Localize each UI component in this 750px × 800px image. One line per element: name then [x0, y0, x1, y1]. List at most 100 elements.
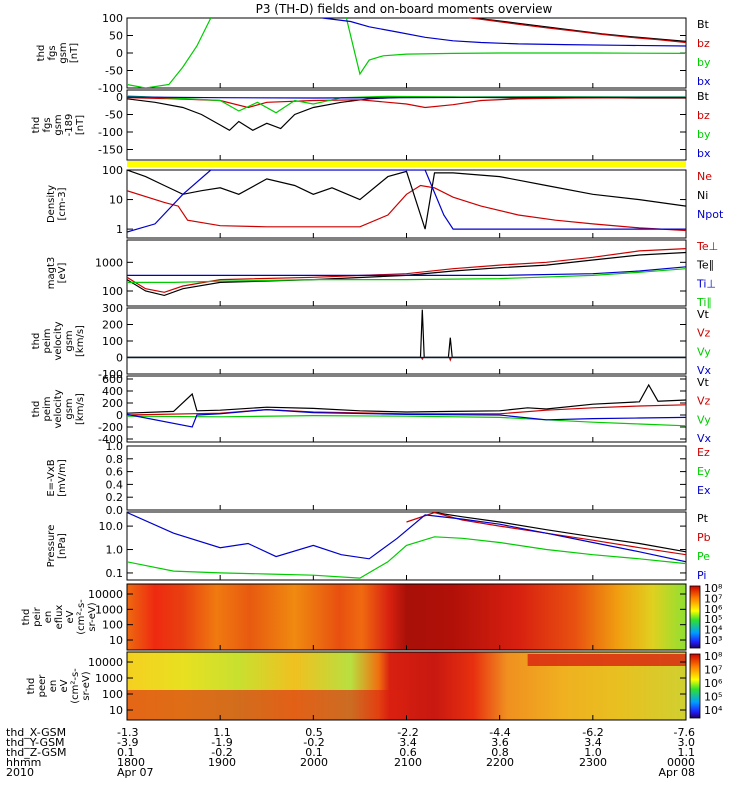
y-tick-label: 0.1	[106, 567, 124, 580]
y-axis-label: gsm	[64, 330, 75, 351]
series-line-Ni	[127, 170, 686, 230]
y-axis-label: (cm²-s-	[70, 668, 81, 704]
x-axis-value: -3.9	[117, 736, 138, 749]
series-line-bz	[127, 97, 686, 109]
y-tick-label: -150	[98, 144, 123, 157]
spectrogram-band	[527, 654, 686, 666]
y-tick-label: 100	[102, 688, 123, 701]
series-line-Vt	[127, 309, 686, 358]
y-axis-label: [mV/m]	[57, 459, 68, 497]
x-axis-value: Apr 08	[658, 766, 695, 779]
legend-entry: bx	[697, 147, 711, 160]
series-group	[127, 248, 686, 297]
y-tick-label: 1.0	[106, 544, 124, 557]
x-axis-value: 1800	[117, 756, 145, 769]
y-tick-label: 10000	[88, 656, 123, 669]
y-tick-label: 0.4	[106, 478, 124, 491]
legend-entry: Ez	[697, 446, 710, 459]
colorbar-tick-label: 10⁷	[704, 592, 722, 605]
colorbar-tick-label: 10⁵	[704, 691, 722, 704]
legend-entry: Ti⊥	[696, 277, 716, 290]
series-line-bx	[321, 18, 686, 47]
y-tick-label: -200	[98, 421, 123, 434]
y-tick-label: 100	[102, 164, 123, 177]
x-axis-value: Apr 07	[117, 766, 154, 779]
y-tick-label: 100	[102, 335, 123, 348]
panel-frame	[126, 169, 687, 239]
series-line-Te⊥	[127, 248, 686, 293]
y-tick-label: -100	[98, 82, 123, 95]
series-line-Npot	[127, 170, 686, 233]
y-tick-label: -50	[105, 65, 123, 78]
x-axis-value: 0.8	[491, 746, 509, 759]
y-tick-label: -50	[105, 109, 123, 122]
legend-entry: Pb	[697, 531, 711, 544]
x-axis-row-label: hhmm	[6, 756, 41, 769]
y-tick-label: 400	[102, 385, 123, 398]
y-axis-label: thd	[31, 333, 42, 350]
y-axis-label: velocity	[53, 389, 64, 428]
y-axis-label: gsm	[58, 42, 69, 63]
y-axis-label: E=-VxB	[46, 459, 57, 496]
y-axis-label: eflux	[54, 605, 65, 630]
x-axis-value: 0000	[667, 756, 695, 769]
colorbar	[689, 585, 701, 649]
y-axis-label: [nPa]	[57, 533, 68, 559]
chart-title: P3 (TH-D) fields and on-board moments ov…	[256, 2, 553, 16]
panel-frame	[126, 307, 687, 375]
colorbar-tick-label: 10⁷	[704, 664, 722, 677]
x-axis-value: 3.6	[491, 736, 509, 749]
series-line-Ne	[127, 184, 686, 232]
legend-entry: Vz	[697, 395, 711, 408]
y-tick-label: 200	[102, 319, 123, 332]
legend-entry: Ni	[697, 189, 708, 202]
y-tick-label: 1000	[95, 256, 123, 269]
y-tick-label: 0	[116, 47, 123, 60]
x-axis-value: 2100	[394, 756, 422, 769]
x-axis-value: 2300	[579, 756, 607, 769]
legend-entry: Vt	[697, 308, 710, 321]
y-axis-label: [km/s]	[75, 393, 86, 425]
series-line-Vx	[127, 408, 686, 428]
x-axis-value: -0.2	[303, 736, 324, 749]
legend-entry: Vz	[697, 327, 711, 340]
y-axis-label: eV	[65, 610, 76, 623]
series-group	[127, 95, 686, 132]
y-axis-label: thd	[21, 609, 32, 626]
series-line-Vy	[127, 414, 686, 427]
series-line-Pb	[406, 512, 686, 556]
y-axis-label: Pressure	[46, 525, 57, 568]
x-axis-value: -6.2	[582, 726, 603, 739]
y-axis-label: peer	[37, 674, 48, 698]
y-tick-label: 1000	[95, 672, 123, 685]
y-axis-label: sr-eV)	[81, 671, 92, 700]
series-line-Pi	[127, 512, 686, 563]
series-line-by	[127, 18, 686, 88]
y-axis-label: [nT]	[69, 43, 80, 63]
series-group	[127, 170, 686, 233]
panel-temp: 1000 100 magt3 [eV] Te⊥ Te∥ Ti⊥ Ti∥	[46, 239, 718, 309]
y-tick-label: -100	[98, 368, 123, 381]
spectrogram	[127, 584, 686, 650]
legend-entry: Vy	[697, 345, 711, 358]
y-tick-label: 300	[102, 302, 123, 315]
legend-entry: Npot	[697, 208, 724, 221]
x-axis-value: -4.4	[489, 726, 510, 739]
x-axis-value: -7.6	[674, 726, 695, 739]
legend-entry: Pi	[697, 569, 706, 582]
series-line-Bt	[466, 18, 686, 42]
y-axis-label: velocity	[53, 321, 64, 360]
panel-efield: 1.00.80.60.40.20.0 E=-VxB [mV/m] Ez Ey Ex	[46, 440, 711, 517]
y-tick-label: 0.0	[106, 504, 124, 517]
panel-frame	[126, 375, 687, 443]
legend-entry: Vx	[697, 432, 712, 445]
x-axis-row-label: 2010	[6, 766, 34, 779]
series-line-Ti∥	[127, 268, 686, 283]
colorbar-tick-label: 10⁶	[704, 603, 723, 616]
x-axis-value: 1900	[208, 756, 236, 769]
y-axis-label: [cm-3]	[57, 187, 68, 220]
y-axis-label: gsm	[53, 114, 64, 135]
x-axis-value: 1.1	[678, 746, 696, 759]
